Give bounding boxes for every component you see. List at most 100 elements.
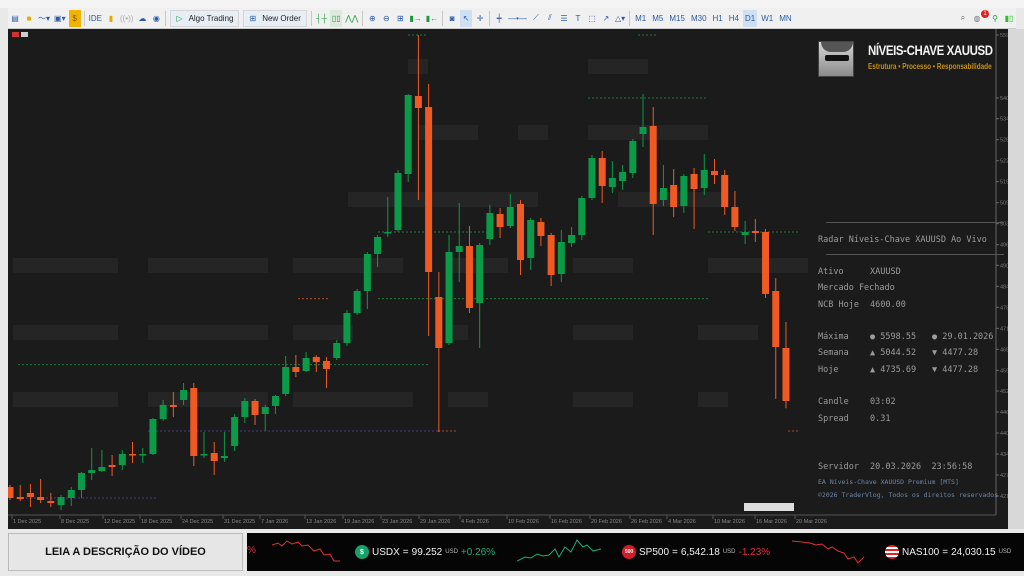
- timeframe-m15[interactable]: M15: [669, 13, 685, 23]
- bull-candle: [180, 390, 188, 400]
- ticker-item-sp500[interactable]: 500 SP500 = 6,542.18 USD -1.23%: [622, 545, 770, 559]
- new-order-button[interactable]: ⊞ New Order: [243, 9, 307, 27]
- bull-candle: [476, 245, 484, 303]
- bull-candle: [57, 497, 65, 505]
- market-icon[interactable]: ▮: [108, 13, 114, 23]
- candle-row: Candle 03:02: [818, 397, 896, 407]
- bear-candle: [537, 222, 545, 236]
- zone-box: [13, 325, 118, 340]
- bull-candle: [639, 127, 647, 134]
- algo-trading-label: Algo Trading: [188, 13, 234, 23]
- cloud-icon[interactable]: ☁: [138, 13, 147, 23]
- fibonacci-icon[interactable]: ☰: [560, 13, 568, 23]
- ide-button[interactable]: IDE: [88, 13, 102, 23]
- chart-shift-icon[interactable]: ▮←: [425, 13, 439, 23]
- zoom-in-icon[interactable]: ⊕: [368, 13, 376, 23]
- ticker-item-nas100[interactable]: NAS100 = 24,030.15 USD: [885, 545, 1011, 559]
- trendline-icon[interactable]: ⟋: [533, 13, 539, 22]
- date-label: 1 Dec 2025: [13, 519, 41, 525]
- text-icon[interactable]: T: [575, 13, 581, 23]
- price-chart[interactable]: 5597 5408 5346 5283 5220 5157 5094 5031 4968 4906…: [8, 29, 1008, 529]
- dollar-icon[interactable]: $: [68, 9, 81, 27]
- bull-candle: [67, 490, 75, 498]
- bull-candle: [578, 198, 586, 235]
- chart-template-icon[interactable]: ▣▾: [54, 13, 66, 23]
- timeframe-m5[interactable]: M5: [652, 13, 664, 23]
- bull-candle: [271, 396, 279, 406]
- ncb-value: 4600.00: [870, 300, 906, 310]
- signal-icon[interactable]: ((•)): [119, 13, 134, 23]
- price-label: 4591: [1000, 368, 1008, 374]
- connection-icon[interactable]: ▮▯: [1004, 13, 1014, 23]
- shapes-icon[interactable]: △▾: [614, 13, 626, 23]
- description-banner[interactable]: LEIA A DESCRIÇÃO DO VÍDEO: [8, 533, 243, 571]
- new-order-icon: ⊞: [249, 13, 257, 23]
- zoom-out-icon[interactable]: ⊖: [382, 13, 390, 23]
- bear-candle: [496, 214, 504, 227]
- signal-strength-icon[interactable]: ⚲: [992, 13, 998, 23]
- ticker-value: 6,542.18: [680, 546, 720, 558]
- date-label: 19 Jan 2026: [344, 519, 374, 525]
- search-icon[interactable]: ⌕: [960, 13, 966, 22]
- zone-box: [293, 258, 403, 273]
- scroll-end-icon[interactable]: ▮→: [409, 13, 422, 23]
- timeframe-d1[interactable]: D1: [742, 9, 758, 27]
- date-label: 31 Dec 2025: [224, 519, 255, 525]
- notifications-icon[interactable]: ◍ 1: [971, 9, 989, 27]
- folder-icon[interactable]: ■: [26, 13, 32, 23]
- logo-photo: [818, 41, 854, 77]
- servidor-row: Servidor 20.03.2026 23:56:58: [818, 462, 972, 472]
- channel-icon[interactable]: ⫽: [548, 13, 552, 22]
- new-chart-icon[interactable]: ▤: [11, 13, 19, 23]
- maxima-row: Máxima ● 5598.55 ● 29.01.2026: [818, 332, 993, 342]
- candle-timer: 03:02: [870, 397, 896, 407]
- bear-candle: [414, 96, 422, 108]
- date-label: 20 Mar 2026: [796, 519, 827, 525]
- vps-icon[interactable]: ◉: [152, 13, 160, 23]
- date-label: 10 Feb 2026: [508, 519, 539, 525]
- maxima-label: Máxima: [818, 332, 849, 342]
- cursor-icon[interactable]: ↖: [460, 9, 473, 27]
- bear-candle: [435, 297, 443, 348]
- rectangle-icon[interactable]: ⬚: [588, 13, 596, 23]
- arrow-icon[interactable]: ↗: [602, 13, 610, 23]
- bull-candle: [557, 242, 565, 274]
- date-label: 23 Jan 2026: [382, 519, 412, 525]
- candlestick-icon[interactable]: ▯▯: [330, 9, 343, 27]
- screenshot-icon[interactable]: ◙: [449, 13, 455, 23]
- bear-candle: [210, 453, 218, 461]
- bear-candle: [312, 357, 320, 362]
- ticker-item-usdx[interactable]: $ USDX = 99.252 USD +0.26%: [355, 545, 495, 559]
- servidor-date: 20.03.2026: [870, 462, 922, 472]
- candlestick-chart[interactable]: 5597 5408 5346 5283 5220 5157 5094 5031 4968 4906…: [8, 29, 1008, 529]
- ticker-symbol: NAS100: [902, 546, 940, 558]
- timeframe-h1[interactable]: H1: [712, 13, 723, 23]
- timeframe-mn[interactable]: MN: [779, 13, 792, 23]
- ativo-label: Ativo: [818, 267, 844, 277]
- bull-candle: [741, 232, 749, 235]
- separator: [442, 10, 444, 26]
- chart-corner-icon: [12, 32, 19, 37]
- ticker-partial-change: %: [247, 545, 256, 556]
- tile-windows-icon[interactable]: ⊞: [396, 13, 404, 23]
- timeframe-m30[interactable]: M30: [690, 13, 707, 23]
- timeframe-m1[interactable]: M1: [635, 13, 647, 23]
- vertical-line-icon[interactable]: ┿: [496, 13, 502, 23]
- crosshair-icon[interactable]: ✛: [476, 13, 484, 23]
- line-chart-icon[interactable]: 〜▾: [38, 13, 51, 23]
- bar-chart-icon[interactable]: ┤┼: [315, 13, 328, 23]
- bear-candle: [465, 246, 473, 308]
- bull-candle: [98, 467, 106, 471]
- timeframe-h4[interactable]: H4: [728, 13, 739, 23]
- horizontal-line-icon[interactable]: —•—: [508, 13, 527, 23]
- ea-name: EA Níveis-Chave XAUUSD Premium [MTS]: [818, 478, 959, 486]
- algo-trading-button[interactable]: ▷ Algo Trading: [170, 9, 240, 27]
- semana-row: Semana ▲ 5044.52 ▼ 4477.28: [818, 348, 978, 358]
- timeframe-w1[interactable]: W1: [761, 13, 774, 23]
- line-icon[interactable]: ⋀⋀: [345, 13, 359, 23]
- window-frame: [0, 0, 1024, 8]
- price-label: 4277: [1000, 473, 1008, 479]
- zone-box: [148, 325, 268, 340]
- bull-candle: [149, 419, 157, 454]
- bull-candle: [486, 213, 494, 239]
